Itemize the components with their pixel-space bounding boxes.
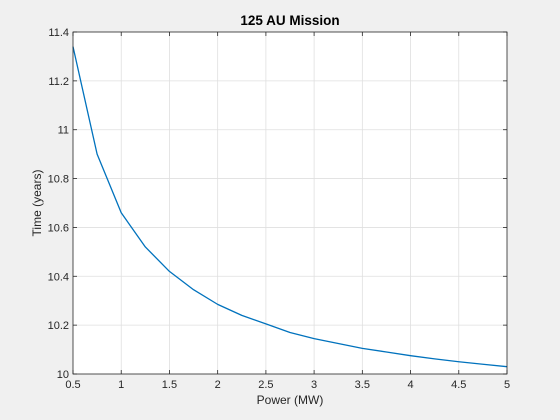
x-tick-label: 1.5 xyxy=(162,379,177,391)
x-tick-label: 4.5 xyxy=(451,379,466,391)
y-tick-label: 10 xyxy=(57,369,69,381)
x-tick-label: 2 xyxy=(215,379,221,391)
x-axis-ticks: 0.5 1 1.5 2 2.5 3 3.5 4 4.5 5 xyxy=(65,32,510,391)
x-tick-label: 1 xyxy=(118,379,124,391)
y-tick-label: 11 xyxy=(58,125,69,137)
y-tick-label: 11.2 xyxy=(48,76,69,88)
x-tick-label: 4 xyxy=(407,379,413,391)
y-axis-label: Time (years) xyxy=(30,170,44,237)
series-line xyxy=(72,46,508,368)
x-tick-label: 0.5 xyxy=(65,379,80,391)
y-tick-label: 10.4 xyxy=(48,271,69,283)
x-axis-label: Power (MW) xyxy=(257,393,324,407)
x-tick-label: 3 xyxy=(311,379,317,391)
series-layer xyxy=(72,46,508,368)
x-tick-label: 3.5 xyxy=(355,379,370,391)
axes-background xyxy=(73,32,507,374)
x-tick-label: 5 xyxy=(504,379,510,391)
y-tick-label: 10.6 xyxy=(48,222,69,234)
y-tick-label: 10.2 xyxy=(48,320,69,332)
grid-lines xyxy=(73,32,507,374)
y-tick-label: 11.4 xyxy=(48,27,69,39)
axes-box xyxy=(72,31,508,375)
x-tick-label: 2.5 xyxy=(258,379,273,391)
y-tick-label: 10.8 xyxy=(48,174,69,186)
chart-title: 125 AU Mission xyxy=(240,13,339,28)
y-axis-ticks: 10 10.2 10.4 10.6 10.8 11 11.2 11.4 xyxy=(48,27,507,381)
